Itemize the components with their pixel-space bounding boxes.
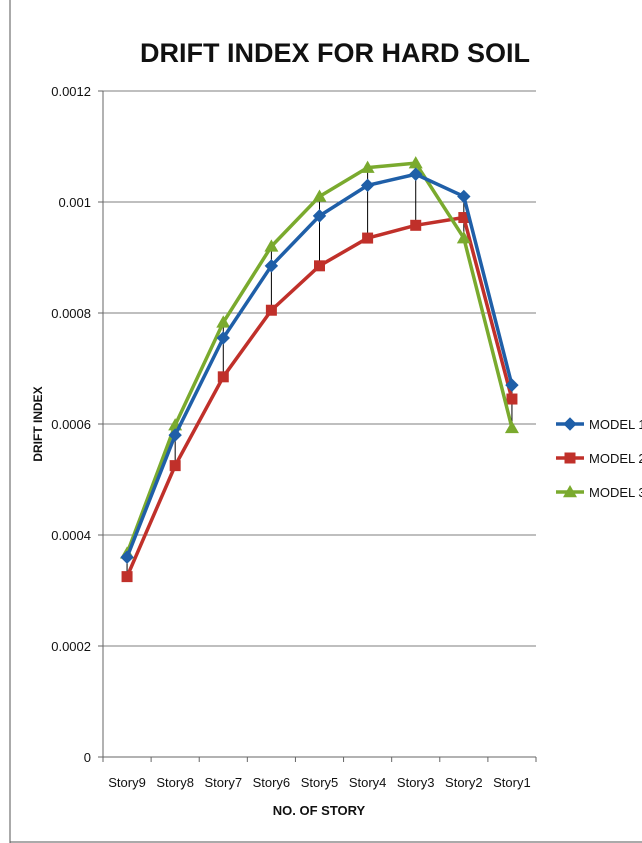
x-tick-label: Story1 (493, 775, 531, 790)
legend-label: MODEL 2 (589, 451, 642, 466)
y-tick-label: 0.0012 (51, 84, 91, 99)
model-1-point (312, 209, 327, 223)
y-tick-label: 0.001 (58, 195, 91, 210)
y-tick-label: 0.0004 (51, 528, 91, 543)
model-3-point (264, 239, 279, 252)
x-tick-label: Story6 (253, 775, 291, 790)
model-3-point (456, 231, 471, 244)
model-1-point (360, 178, 375, 193)
chart-title: DRIFT INDEX FOR HARD SOIL (140, 38, 530, 68)
model-3-point (312, 189, 327, 202)
x-tick-label: Story2 (445, 775, 483, 790)
series-model-1 (120, 167, 519, 564)
model-3-point (408, 156, 423, 169)
model-3-point (504, 420, 519, 434)
model-2-point (410, 219, 422, 231)
legend-label: MODEL 1 (589, 417, 642, 432)
legend: MODEL 1 MODEL 2 MODEL 3 (556, 417, 642, 500)
x-tick-label: Story8 (156, 775, 194, 790)
model-1-point (264, 259, 279, 273)
model-2-point (314, 260, 325, 272)
model-2-line (125, 215, 514, 578)
y-axis-label: DRIFT INDEX (31, 386, 45, 461)
x-tick-label: Story7 (204, 775, 242, 790)
model-2-point (362, 232, 374, 244)
series-model-2 (121, 212, 518, 583)
series-group (120, 156, 519, 583)
legend-marker (564, 452, 576, 464)
model-1-point (216, 331, 230, 345)
y-tick-label: 0.0006 (51, 417, 91, 432)
model-1-point (168, 428, 182, 442)
legend-item-model-1: MODEL 1 (556, 417, 642, 432)
y-tick-label: 0.0008 (51, 306, 91, 321)
legend-marker (563, 485, 577, 498)
model-1-point (457, 189, 471, 204)
model-1-point (505, 378, 519, 392)
x-tick-label: Story4 (349, 775, 387, 790)
y-tick-label: 0.0002 (51, 639, 91, 654)
gridlines (98, 90, 536, 758)
x-tick-label: Story9 (108, 775, 146, 790)
model-2-point (121, 571, 133, 583)
x-tick-label: Story5 (301, 775, 339, 790)
y-tick-label: 0 (84, 750, 91, 765)
x-tick-labels: Story9 Story8 Story7 Story6 Story5 Story4 Stor… (102, 757, 537, 790)
model-2-point (506, 393, 518, 405)
x-axis-label: NO. OF STORY (273, 803, 366, 818)
model-2-point (458, 212, 470, 224)
model-1-point (409, 167, 423, 181)
legend-item-model-3: MODEL 3 (556, 485, 642, 500)
y-tick-labels: 0 0.0002 0.0004 0.0006 0.0008 0.001 0.0012 (51, 84, 91, 765)
model-2-point (265, 304, 277, 316)
model-3-point (360, 160, 375, 173)
model-2-point (217, 371, 229, 383)
x-tick-label: Story3 (397, 775, 435, 790)
legend-marker (563, 417, 577, 431)
legend-item-model-2: MODEL 2 (556, 451, 642, 466)
legend-label: MODEL 3 (589, 485, 642, 500)
model-2-point (169, 460, 181, 472)
model-3-point (216, 315, 231, 328)
model-1-point (120, 550, 134, 564)
